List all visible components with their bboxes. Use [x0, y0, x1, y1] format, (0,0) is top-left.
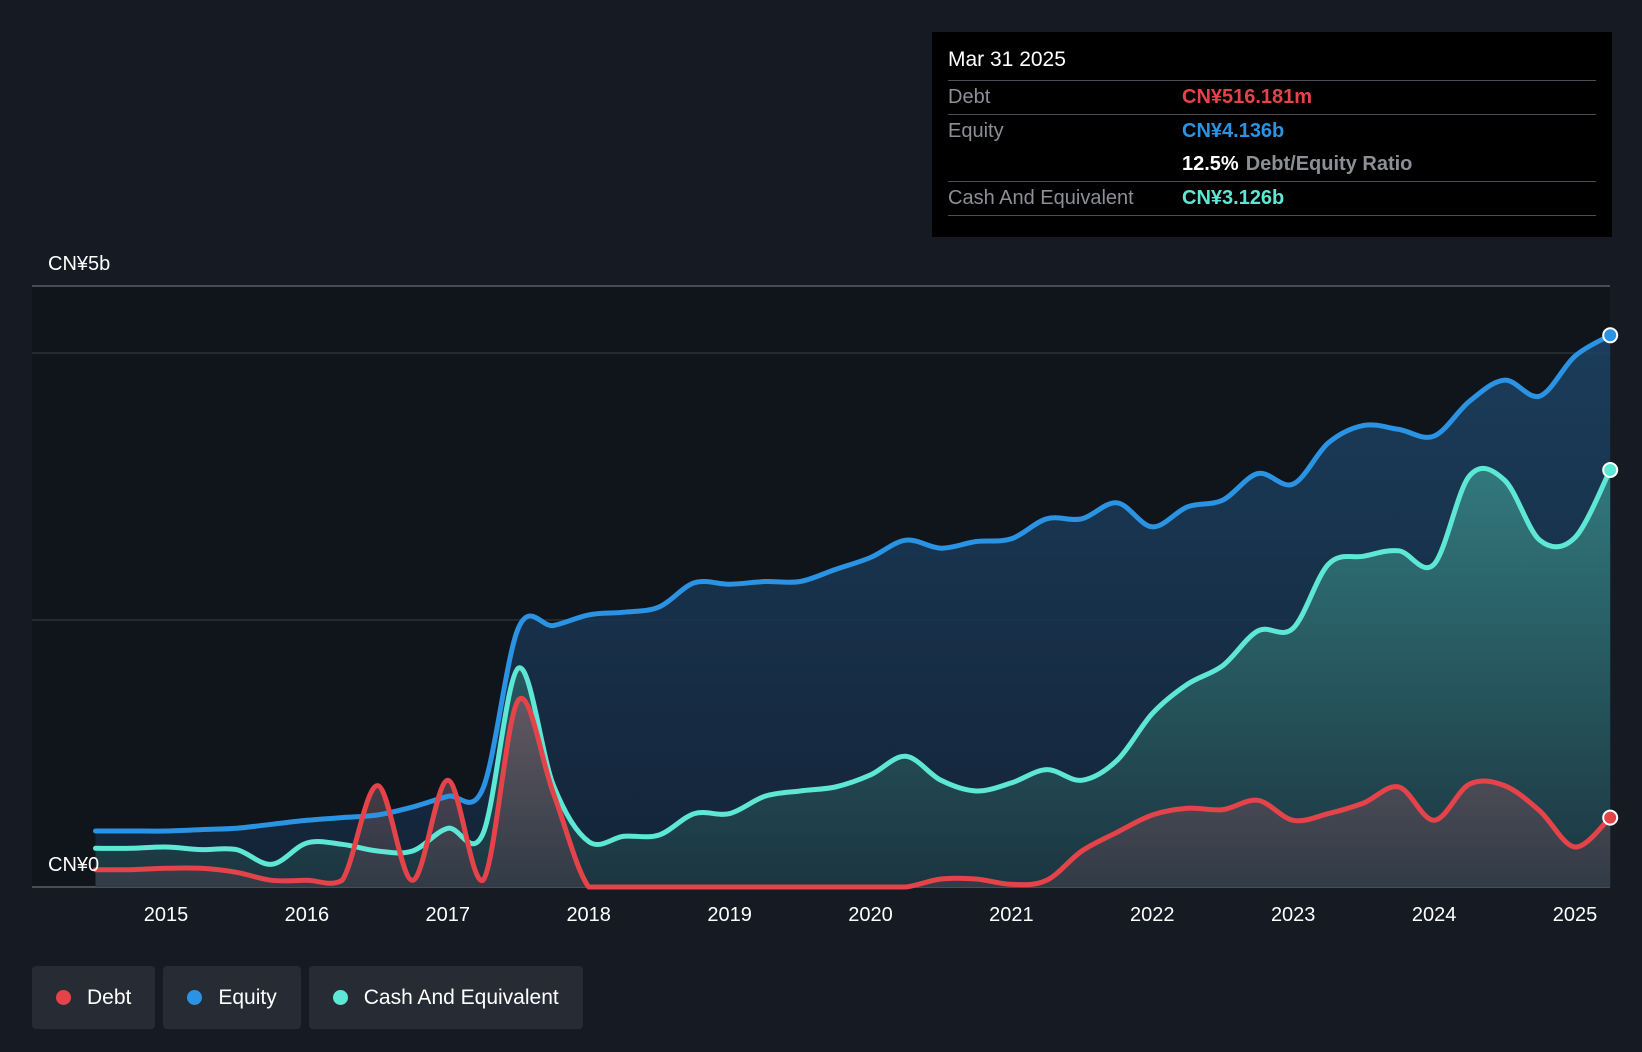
legend-debt-label: Debt: [87, 985, 132, 1009]
equity-dot-icon: [187, 990, 203, 1005]
x-axis-ticks: 2015 2016 2017 2018 2019 2020 2021 2022 2023 2024…: [144, 904, 1598, 926]
tooltip-ratio-value: 12.5%: [1182, 153, 1239, 175]
cash-dot-icon: [332, 990, 348, 1005]
x-tick-label: 2021: [989, 904, 1034, 926]
legend-item-debt[interactable]: Debt: [32, 966, 156, 1029]
y-axis-bottom-label: CN¥0: [48, 854, 99, 876]
cash-area: [95, 468, 1611, 887]
debt-end-marker: [1602, 809, 1619, 826]
equity-end-marker: [1602, 327, 1619, 344]
debt-area: [95, 698, 1611, 887]
tooltip-cash-value: CN¥3.126b: [1182, 187, 1285, 209]
tooltip-equity-value: CN¥4.136b: [1182, 120, 1285, 142]
equity-line: [93, 332, 1613, 834]
tooltip-date: Mar 31 2025: [948, 48, 1066, 71]
x-tick-label: 2025: [1553, 904, 1598, 926]
cash-line: [93, 465, 1613, 867]
legend-item-cash[interactable]: Cash And Equivalent: [308, 966, 583, 1029]
debt-dot-icon: [56, 990, 71, 1005]
tooltip-equity-label: Equity: [948, 120, 1004, 142]
tooltip-debt-label: Debt: [948, 86, 991, 108]
x-tick-label: 2019: [707, 904, 752, 926]
x-tick-label: 2020: [848, 904, 893, 926]
x-tick-label: 2022: [1130, 904, 1175, 926]
tooltip-row-equity: Equity CN¥4.136b: [948, 114, 1596, 148]
debt-line: [93, 695, 1613, 890]
tooltip-row-ratio: 12.5% Debt/Equity Ratio: [948, 148, 1596, 181]
x-tick-label: 2015: [144, 904, 189, 926]
tooltip: Mar 31 2025 Debt CN¥516.181m Equity CN¥4…: [932, 32, 1612, 237]
cash-end-marker: [1602, 462, 1619, 478]
legend-item-equity[interactable]: Equity: [163, 966, 301, 1029]
legend-equity-label: Equity: [218, 985, 277, 1009]
x-tick-label: 2017: [426, 904, 471, 926]
tooltip-cash-label: Cash And Equivalent: [948, 187, 1134, 209]
legend-cash-label: Cash And Equivalent: [363, 985, 559, 1009]
tooltip-ratio-label: Debt/Equity Ratio: [1245, 153, 1413, 175]
x-tick-label: 2024: [1412, 904, 1457, 926]
x-tick-label: 2016: [285, 904, 330, 926]
x-tick-label: 2018: [566, 904, 611, 926]
y-axis-top-label: CN¥5b: [48, 253, 110, 275]
legend: Debt Equity Cash And Equivalent: [32, 966, 583, 1029]
tooltip-row-debt: Debt CN¥516.181m: [948, 80, 1596, 114]
x-tick-label: 2023: [1271, 904, 1316, 926]
tooltip-row-cash: Cash And Equivalent CN¥3.126b: [948, 181, 1596, 216]
tooltip-debt-value: CN¥516.181m: [1182, 86, 1313, 108]
